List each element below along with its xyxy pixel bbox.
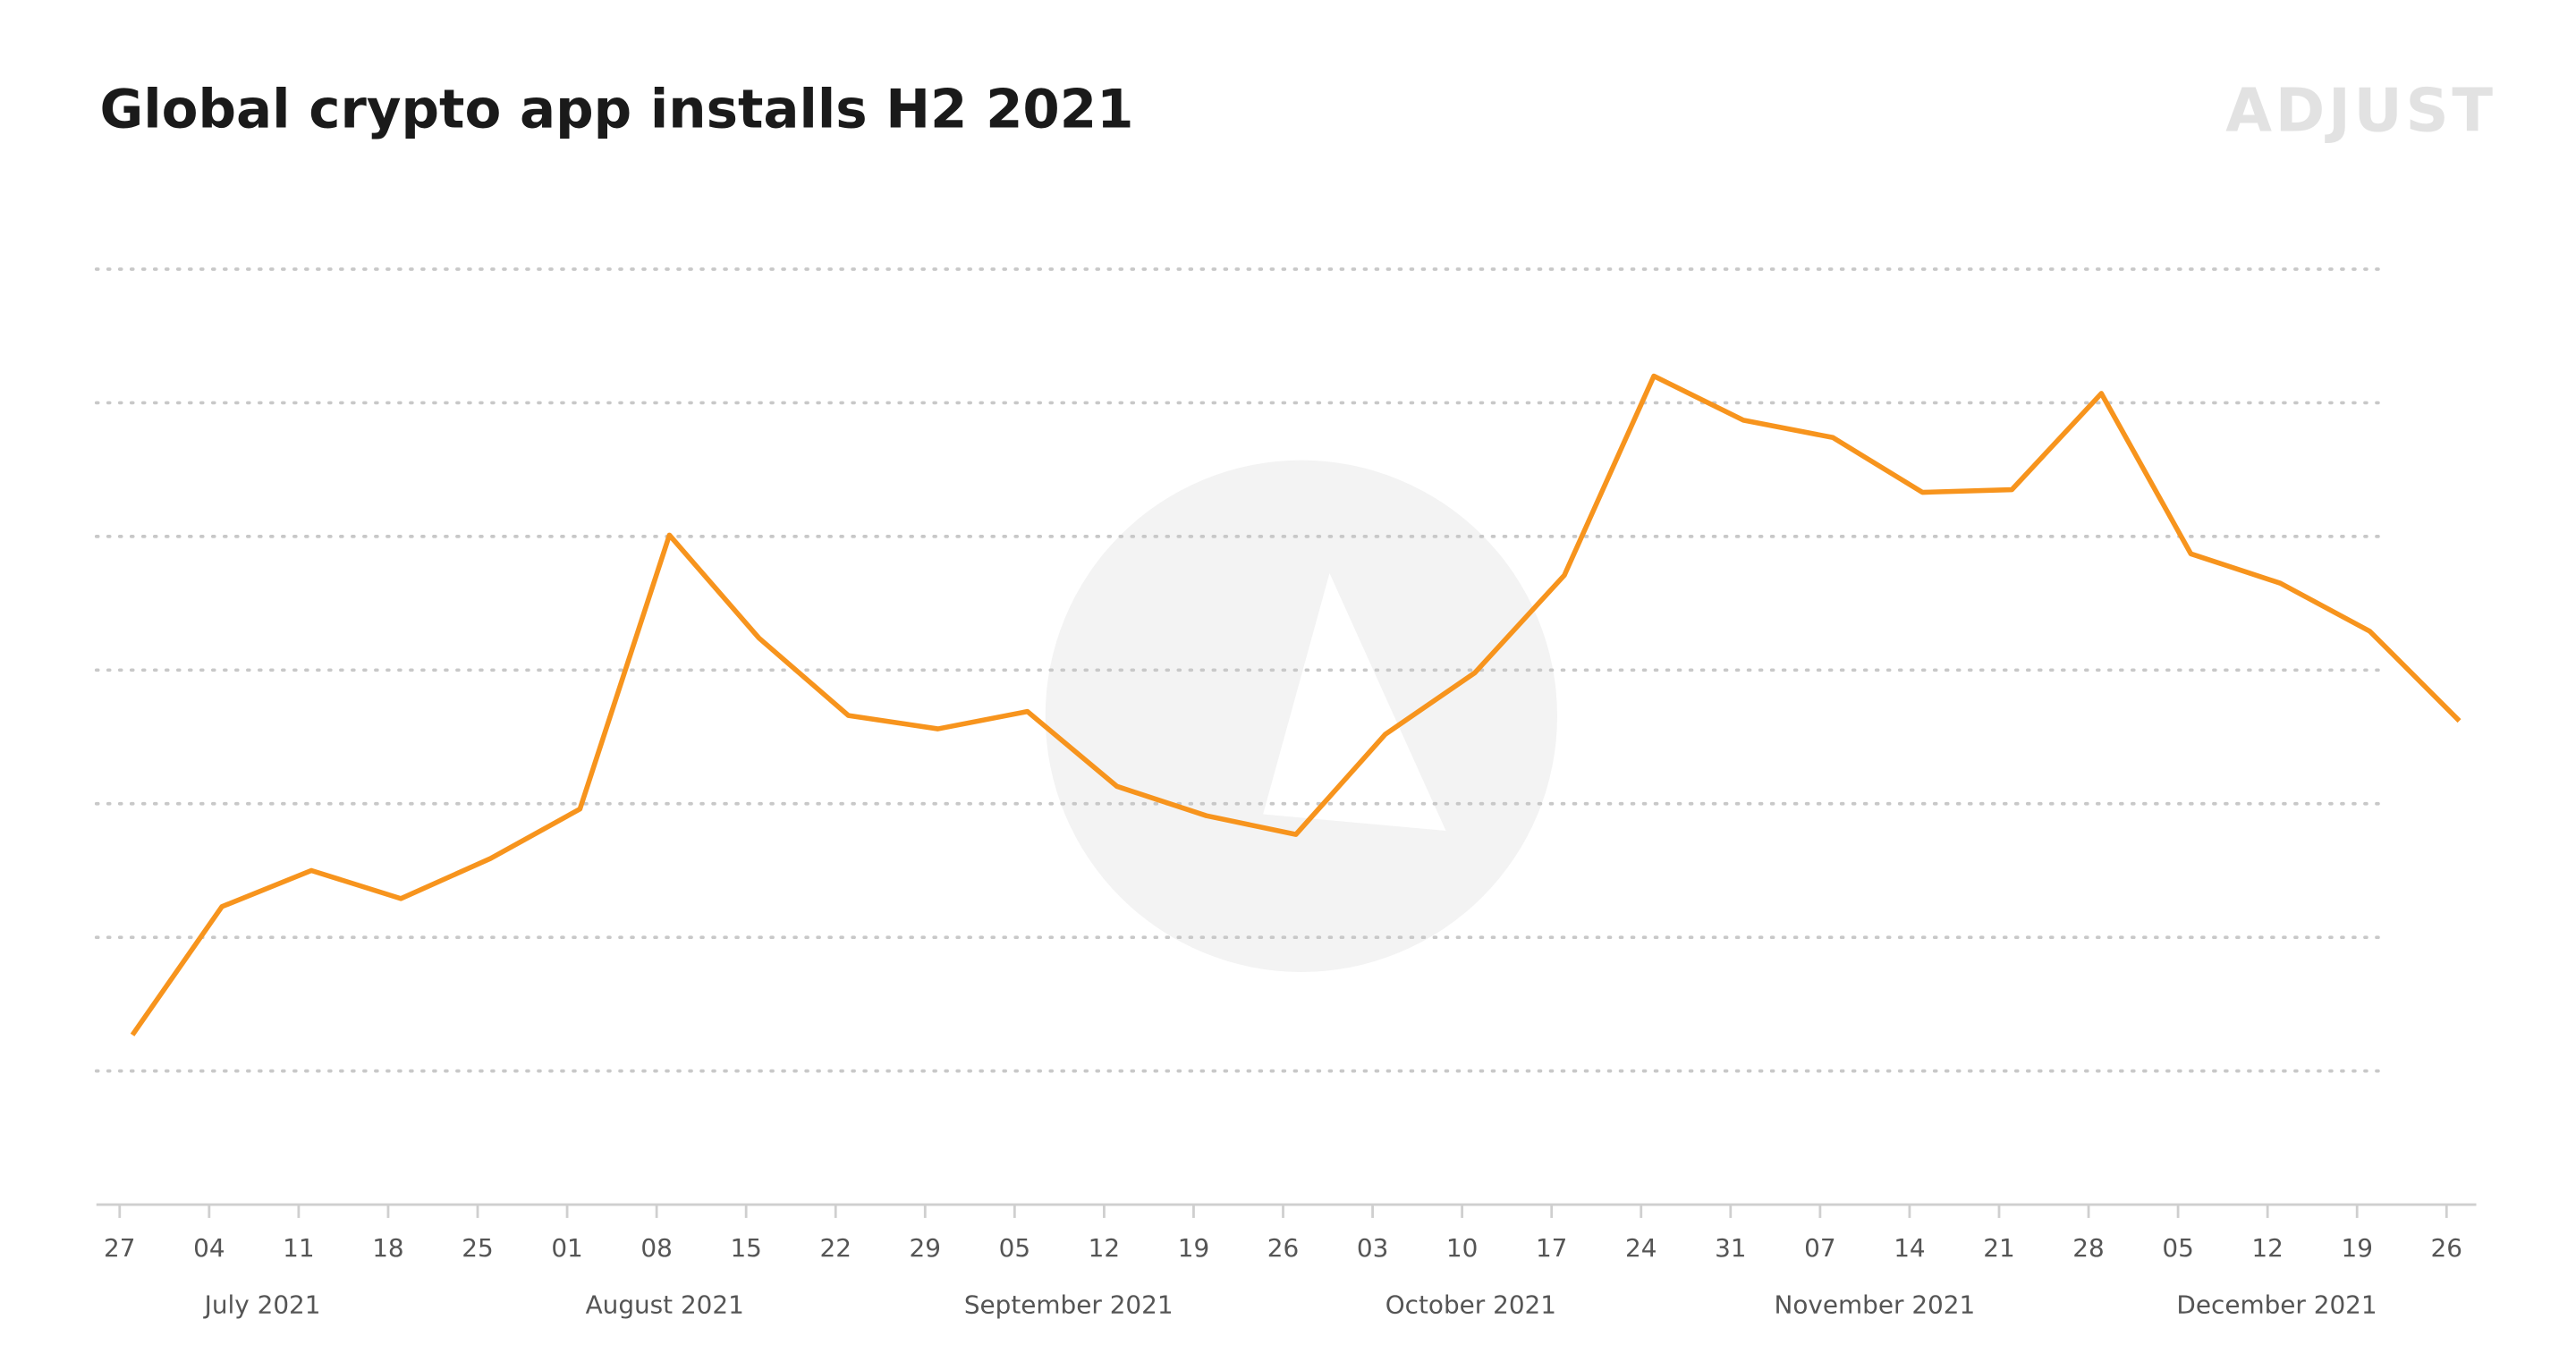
x-tick-label: 21: [1983, 1233, 2014, 1263]
chart-title: Global crypto app installs H2 2021: [100, 79, 1134, 140]
x-tick-label: 11: [283, 1233, 314, 1263]
month-label: August 2021: [586, 1290, 744, 1319]
logo: ADJUST: [2225, 76, 2496, 146]
x-tick-label: 25: [462, 1233, 493, 1263]
x-tick-label: 28: [2072, 1233, 2104, 1263]
month-label: September 2021: [964, 1290, 1174, 1319]
x-tick-label: 24: [1625, 1233, 1657, 1263]
x-tick-label: 12: [2251, 1233, 2283, 1263]
x-tick-label: 12: [1089, 1233, 1120, 1263]
month-label: November 2021: [1775, 1290, 1976, 1319]
x-tick-label: 22: [820, 1233, 852, 1263]
x-tick-label: 19: [1178, 1233, 1209, 1263]
x-tick-label: 29: [910, 1233, 941, 1263]
month-label: October 2021: [1385, 1290, 1556, 1319]
x-tick-label: 26: [2431, 1233, 2462, 1263]
x-tick-label: 15: [730, 1233, 761, 1263]
x-tick-label: 10: [1446, 1233, 1478, 1263]
x-tick-label: 05: [999, 1233, 1030, 1263]
x-tick-label: 03: [1357, 1233, 1388, 1263]
x-tick-label: 17: [1536, 1233, 1567, 1263]
x-tick-label: 08: [640, 1233, 672, 1263]
x-tick-label: 27: [104, 1233, 135, 1263]
x-tick-label: 19: [2341, 1233, 2372, 1263]
month-label: December 2021: [2176, 1290, 2377, 1319]
x-tick-label: 26: [1267, 1233, 1299, 1263]
x-tick-label: 07: [1804, 1233, 1835, 1263]
x-tick-label: 18: [372, 1233, 403, 1263]
x-tick-label: 05: [2162, 1233, 2193, 1263]
data-line: [130, 373, 2462, 1036]
x-tick-label: 04: [193, 1233, 225, 1263]
x-tick-label: 31: [1715, 1233, 1746, 1263]
month-label: July 2021: [203, 1290, 321, 1319]
x-tick-label: 14: [1894, 1233, 1925, 1263]
x-tick-label: 01: [551, 1233, 582, 1263]
watermark-mark: [1263, 573, 1446, 832]
